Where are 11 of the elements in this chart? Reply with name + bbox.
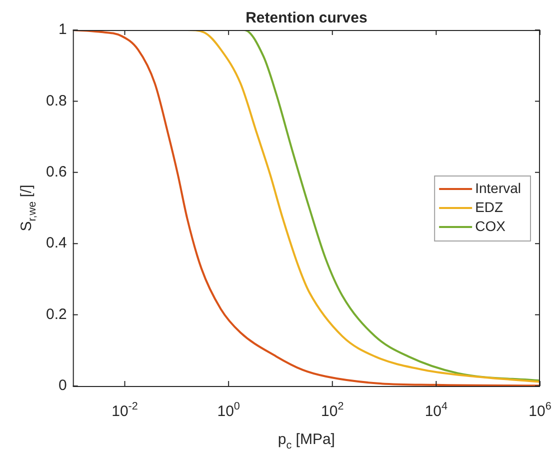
legend-label: Interval [475, 180, 522, 196]
y-tick-label: 0.8 [46, 92, 67, 110]
y-tick-label: 0 [58, 377, 67, 394]
y-tick-label: 0.6 [46, 164, 67, 181]
y-axis-title: Sr,we [/] [18, 184, 38, 232]
y-tick-label: 0.2 [46, 306, 67, 323]
y-tick-label: 0.4 [46, 234, 67, 252]
y-tick-label: 1 [58, 21, 67, 38]
chart-title: Retention curves [246, 10, 368, 27]
legend-label: EDZ [475, 198, 504, 215]
legend-label: COX [475, 218, 506, 234]
